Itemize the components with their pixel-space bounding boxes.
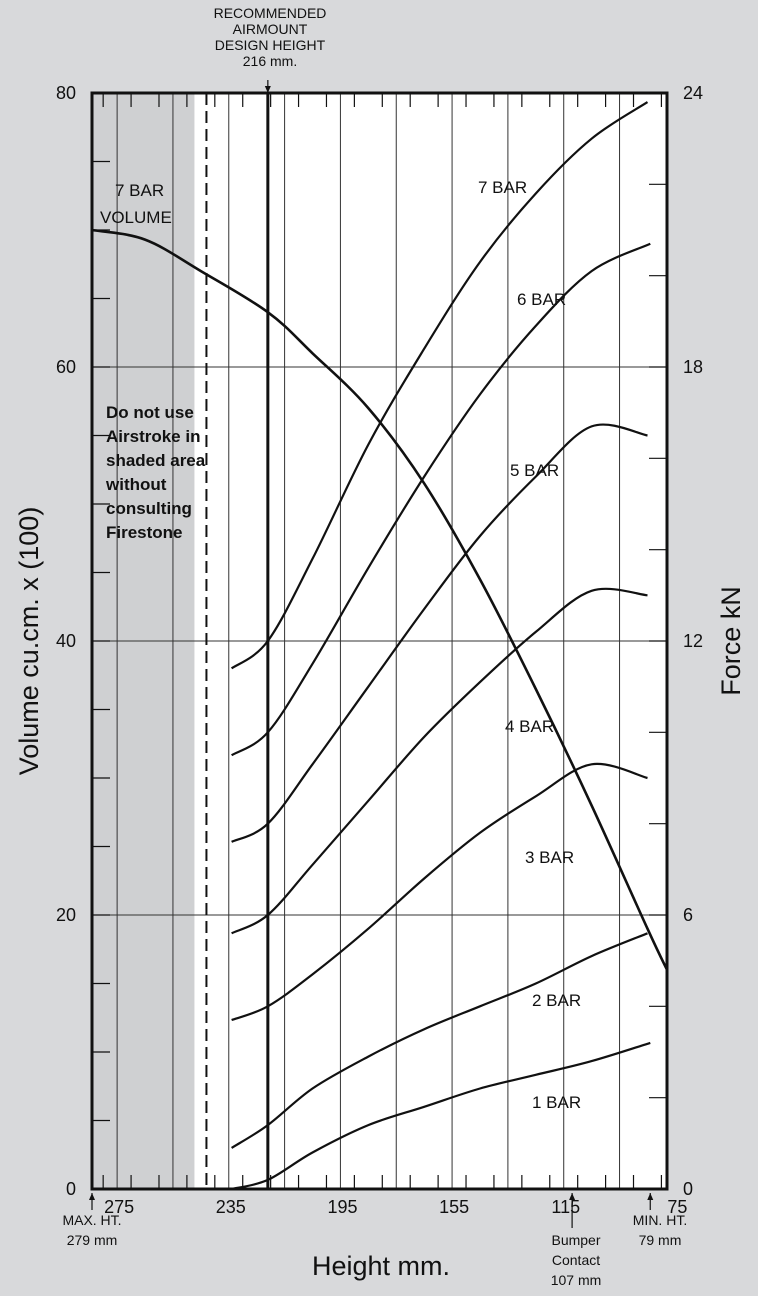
y-right-tick-label: 0 — [683, 1179, 693, 1199]
series-label-5-bar: 5 BAR — [510, 461, 559, 480]
design-height-annotation: RECOMMENDED AIRMOUNT DESIGN HEIGHT 216 m… — [214, 5, 327, 69]
series-label-1-bar: 1 BAR — [532, 1093, 581, 1112]
y-axis-left-title: Volume cu.cm. x (100) — [14, 507, 44, 776]
warning-line: without — [105, 475, 167, 494]
x-tick-label: 195 — [327, 1197, 357, 1217]
axis-tick-labels: 0 20 40 60 80 0 6 12 18 24 275 235 195 155 115 75 — [56, 83, 703, 1217]
max-height-note-line: MAX. HT. — [62, 1212, 121, 1228]
design-height-note-line: AIRMOUNT — [233, 21, 308, 37]
force-curve-4-bar — [231, 587, 648, 935]
height-limit-annotations: MAX. HT. 279 mm MIN. HT. 79 mm Bumper Co… — [62, 1212, 687, 1288]
x-tick-label: 155 — [439, 1197, 469, 1217]
force-curve-1-bar — [231, 1041, 651, 1191]
x-tick-label: 115 — [551, 1197, 580, 1217]
min-height-note-line: MIN. HT. — [633, 1212, 687, 1228]
volume-series-label-line: 7 BAR — [115, 181, 164, 200]
series-labels: 7 BAR VOLUME 7 BAR 6 BAR 5 BAR 4 BAR 3 B… — [100, 178, 581, 1112]
x-tick-label: 235 — [216, 1197, 246, 1217]
grid-lines — [92, 93, 667, 1189]
design-height-arrow-head — [264, 86, 271, 93]
design-height-note-line: 216 mm. — [243, 53, 297, 69]
y-left-tick-label: 20 — [56, 905, 76, 925]
x-tick-label: 75 — [667, 1197, 687, 1217]
bumper-contact-note-line: Bumper — [551, 1232, 600, 1248]
y-left-tick-label: 40 — [56, 631, 76, 651]
max-height-arrow-head — [89, 1193, 95, 1200]
warning-line: Do not use — [106, 403, 194, 422]
series-label-3-bar: 3 BAR — [525, 848, 574, 867]
design-height-note-line: DESIGN HEIGHT — [215, 37, 326, 53]
bumper-contact-note-line: 107 mm — [551, 1272, 602, 1288]
force-curve-7-bar — [230, 101, 649, 670]
design-height-note-line: RECOMMENDED — [214, 5, 327, 21]
y-left-tick-label: 80 — [56, 83, 76, 103]
y-right-tick-label: 18 — [683, 357, 703, 377]
warning-line: consulting — [106, 499, 192, 518]
shaded-area-warning: Do not use Airstroke in shaded area with… — [105, 403, 206, 542]
x-axis-title: Height mm. — [312, 1251, 450, 1281]
min-height-note-line: 79 mm — [639, 1232, 682, 1248]
warning-line: shaded area — [106, 451, 206, 470]
volume-curve-7-bar — [91, 228, 669, 971]
max-height-note-line: 279 mm — [67, 1232, 118, 1248]
volume-series-label-line: VOLUME — [100, 208, 172, 227]
series-label-7-bar: 7 BAR — [478, 178, 527, 197]
y-right-tick-label: 24 — [683, 83, 703, 103]
bumper-contact-note-line: Contact — [552, 1252, 600, 1268]
axis-ticks — [92, 92, 667, 1190]
series-label-4-bar: 4 BAR — [505, 717, 554, 736]
y-right-tick-label: 6 — [683, 905, 693, 925]
force-curve-2-bar — [231, 932, 648, 1149]
force-curve-6-bar — [231, 242, 651, 757]
min-height-arrow-head — [647, 1193, 654, 1200]
bumper-contact-arrow-head — [569, 1193, 576, 1200]
y-axis-right-title: Force kN — [716, 586, 746, 696]
series-label-2-bar: 2 BAR — [532, 991, 581, 1010]
force-curve-5-bar — [231, 423, 648, 843]
y-left-tick-label: 60 — [56, 357, 76, 377]
y-right-tick-label: 12 — [683, 631, 703, 651]
curves — [91, 101, 669, 1191]
force-curve-3-bar — [231, 762, 648, 1022]
series-label-6-bar: 6 BAR — [517, 290, 566, 309]
y-left-tick-label: 0 — [66, 1179, 76, 1199]
warning-line: Firestone — [106, 523, 183, 542]
warning-line: Airstroke in — [106, 427, 200, 446]
x-tick-label: 275 — [104, 1197, 134, 1217]
annotation-arrows — [89, 80, 654, 1228]
